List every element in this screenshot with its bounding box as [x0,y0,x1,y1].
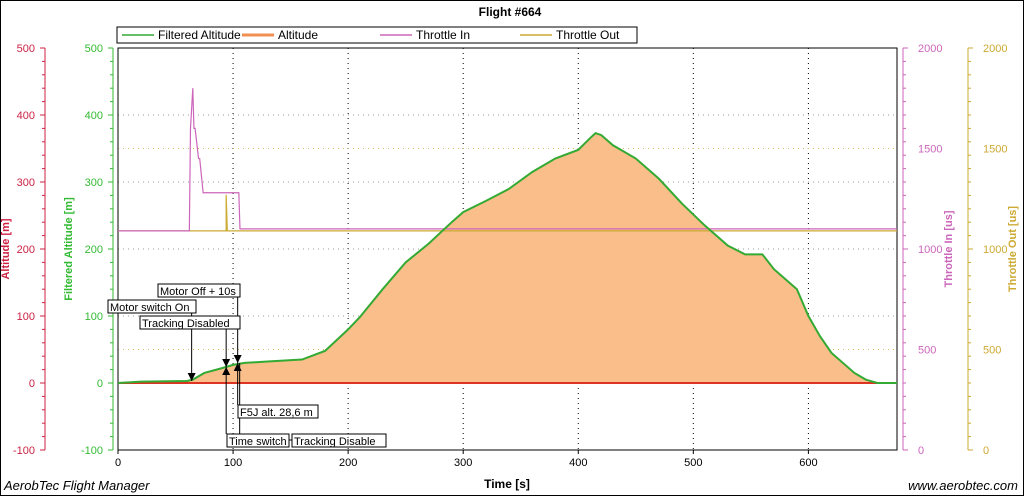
x-tick-label: 500 [684,457,702,469]
y-tick-label: -100 [81,445,103,457]
series-line-throttle-out [118,194,897,232]
annotation-arrow [222,367,231,375]
x-tick-label: 200 [339,457,357,469]
y-axis-label: Throttle Out [us] [1007,206,1019,292]
legend-box [116,26,638,44]
y-tick-label: 1000 [918,244,942,256]
legend-label: Throttle Out [556,28,620,42]
x-tick-label: 400 [569,457,587,469]
annotation-label: Tracking Disabled [142,318,230,330]
annotation-box [237,404,319,419]
y-tick-label: 0 [29,378,35,390]
filtered-altitude-area [118,133,897,383]
y-tick-label: 500 [17,43,35,55]
annotation-box [139,315,241,330]
y-tick-label: -100 [13,445,35,457]
series-line-throttle-in [118,88,897,232]
legend-label: Altitude [278,28,318,42]
y-tick-label: 100 [85,311,103,323]
y-tick-label: 500 [983,345,1001,357]
y-axis-label: Altitude [m] [0,218,12,279]
y-tick-label: 0 [918,445,924,457]
y-axis-label: Throttle In [us] [943,210,955,287]
annotation-box [157,283,241,298]
y-tick-label: 1500 [983,144,1007,156]
y-tick-label: 0 [983,445,989,457]
annotation-arrow [187,373,196,381]
y-tick-label: 2000 [918,43,942,55]
x-tick-label: 0 [115,457,121,469]
y-tick-label: 500 [85,43,103,55]
x-tick-label: 600 [799,457,817,469]
legend-label: Filtered Altitude [158,28,241,42]
y-tick-label: 1000 [983,244,1007,256]
annotation-label: Motor switch On [110,302,189,314]
x-axis-label: Time [s] [484,477,530,491]
annotation-label: Tracking Disable [294,436,376,448]
footer-left: AerobTec Flight Manager [3,478,150,493]
y-tick-label: 100 [17,311,35,323]
y-tick-label: 1500 [918,144,942,156]
footer-right: www.aerobtec.com [908,478,1018,493]
series-line-filtered-altitude [117,131,897,384]
annotation-label: Time switch [229,436,287,448]
y-tick-label: 400 [85,110,103,122]
chart-title: Flight #664 [479,5,542,19]
y-tick-label: 400 [17,110,35,122]
annotation-box [107,299,197,314]
y-tick-label: 500 [918,345,936,357]
annotation-label: Motor Off + 10s [160,286,236,298]
y-axis-label: Filtered Altitude [m] [63,197,75,301]
y-tick-label: 200 [17,244,35,256]
annotation-arrow [222,359,231,367]
y-tick-label: 200 [85,244,103,256]
annotation-box [291,433,387,448]
legend-label: Throttle In [416,28,470,42]
y-tick-label: 2000 [983,43,1007,55]
annotation-label: F5J alt. 28,6 m [240,407,313,419]
y-tick-label: 300 [17,177,35,189]
x-tick-label: 300 [454,457,472,469]
annotation-box [226,433,290,448]
annotation-arrow [233,355,242,363]
plot-frame [117,47,898,451]
y-tick-label: 300 [85,177,103,189]
x-tick-label: 100 [224,457,242,469]
y-tick-label: 0 [97,378,103,390]
